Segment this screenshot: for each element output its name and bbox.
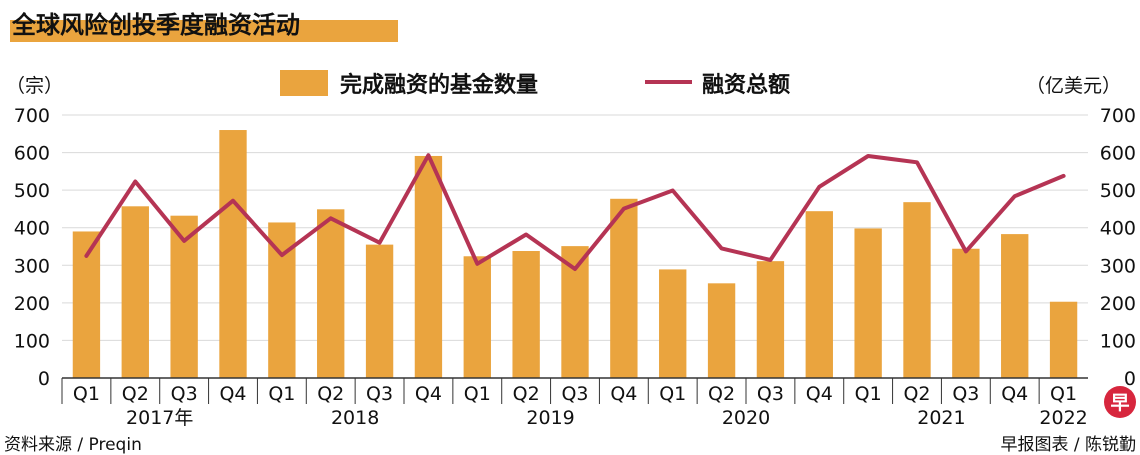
left-tick-label: 700 <box>14 105 50 127</box>
left-tick-label: 300 <box>14 255 50 277</box>
bar <box>707 283 736 378</box>
right-tick-label: 700 <box>1100 105 1136 127</box>
bar <box>121 206 149 378</box>
year-label: 2022 <box>1039 407 1087 429</box>
left-tick-label: 200 <box>14 293 50 315</box>
line-point <box>378 241 382 245</box>
x-tick-label: Q3 <box>952 383 979 405</box>
zaobao-logo: 早 <box>1104 386 1136 418</box>
line-point <box>964 249 968 253</box>
line-point <box>866 154 870 158</box>
chart-title: 全球风险创投季度融资活动 <box>11 11 300 39</box>
title-underline <box>10 20 398 42</box>
x-tick-label: Q4 <box>1001 383 1028 405</box>
right-tick-label: 400 <box>1100 218 1136 240</box>
legend: 完成融资的基金数量 融资总额 <box>280 70 790 98</box>
x-tick-label: Q4 <box>415 383 442 405</box>
line-point <box>231 199 235 203</box>
right-tick-label: 100 <box>1100 330 1136 352</box>
bar <box>219 130 247 378</box>
right-axis-unit: （亿美元） <box>1026 75 1121 97</box>
x-axis: Q1 Q2 Q3 Q4 Q1 Q2 Q3 Q4 Q1 Q2 Q3 Q4 Q1 Q2 Q3 Q4 Q1 Q2 Q3 Q4… <box>61 377 1088 429</box>
right-tick-label: 300 <box>1100 255 1136 277</box>
bar <box>317 209 345 378</box>
x-tick-label: Q1 <box>73 383 100 405</box>
x-tick-label: Q3 <box>366 383 393 405</box>
year-label: 2018 <box>331 407 379 429</box>
line-point <box>768 258 772 262</box>
source-note: 资料来源 / Preqin <box>4 435 142 455</box>
left-tick-label: 0 <box>38 368 50 390</box>
line-point <box>915 160 919 164</box>
line-point <box>1013 194 1017 198</box>
x-tick-label: Q3 <box>561 383 588 405</box>
bar <box>659 269 687 378</box>
bar <box>365 244 394 378</box>
bar <box>1001 234 1029 378</box>
bar <box>854 228 882 378</box>
left-tick-label: 500 <box>14 180 50 202</box>
line-point <box>573 267 577 271</box>
x-tick-label: Q1 <box>268 383 295 405</box>
bar <box>414 155 443 378</box>
bar <box>952 248 980 378</box>
left-tick-label: 400 <box>14 218 50 240</box>
line-point <box>280 253 284 257</box>
bar <box>805 211 833 378</box>
legend-line-label: 融资总额 <box>702 72 790 98</box>
x-tick-label: Q3 <box>171 383 198 405</box>
bar <box>1049 301 1078 378</box>
right-y-axis: 0 100 200 300 400 500 600 700 <box>1100 105 1136 390</box>
year-label: 2020 <box>722 407 770 429</box>
year-label: 2021 <box>917 407 965 429</box>
x-tick-label: Q2 <box>708 383 735 405</box>
x-tick-label: Q2 <box>513 383 540 405</box>
line-point <box>426 153 430 157</box>
legend-bar-swatch <box>280 70 328 96</box>
x-tick-label: Q1 <box>1050 383 1077 405</box>
credit-note: 早报图表 / 陈锐勤 <box>1000 435 1136 455</box>
bar <box>610 198 638 378</box>
x-tick-label: Q1 <box>659 383 686 405</box>
x-tick-label: Q2 <box>903 383 930 405</box>
bar <box>512 251 540 378</box>
year-label: 2017年 <box>126 407 193 429</box>
x-tick-label: Q2 <box>122 383 149 405</box>
x-tick-label: Q2 <box>317 383 344 405</box>
line-series <box>84 153 1066 271</box>
line-point <box>182 239 186 243</box>
bar <box>903 202 931 378</box>
left-y-axis: 0 100 200 300 400 500 600 700 <box>14 105 50 390</box>
left-tick-label: 100 <box>14 330 50 352</box>
line-point <box>817 185 821 189</box>
line-point <box>1062 174 1066 178</box>
x-tick-label: Q4 <box>806 383 833 405</box>
right-tick-label: 500 <box>1100 180 1136 202</box>
line-point <box>84 254 88 258</box>
x-tick-label: Q4 <box>219 383 246 405</box>
x-tick-label: Q1 <box>855 383 882 405</box>
svg-text:早: 早 <box>1110 392 1129 414</box>
line-point <box>329 216 333 220</box>
year-label: 2019 <box>526 407 574 429</box>
bar-series <box>72 130 1078 378</box>
right-tick-label: 0 <box>1124 368 1136 390</box>
x-tick-label: Q4 <box>610 383 637 405</box>
bar <box>463 256 491 378</box>
line-point <box>133 180 137 184</box>
line-point <box>720 246 724 250</box>
x-tick-label: Q1 <box>464 383 491 405</box>
line-point <box>622 207 626 211</box>
left-tick-label: 600 <box>14 143 50 165</box>
legend-bar-label: 完成融资的基金数量 <box>340 72 538 98</box>
line-point <box>524 232 528 236</box>
line-point <box>671 189 675 193</box>
x-tick-label: Q3 <box>757 383 784 405</box>
left-axis-unit: （宗） <box>6 75 63 97</box>
bar <box>756 261 785 378</box>
right-tick-label: 600 <box>1100 143 1136 165</box>
line-point <box>475 262 479 266</box>
right-tick-label: 200 <box>1100 293 1136 315</box>
